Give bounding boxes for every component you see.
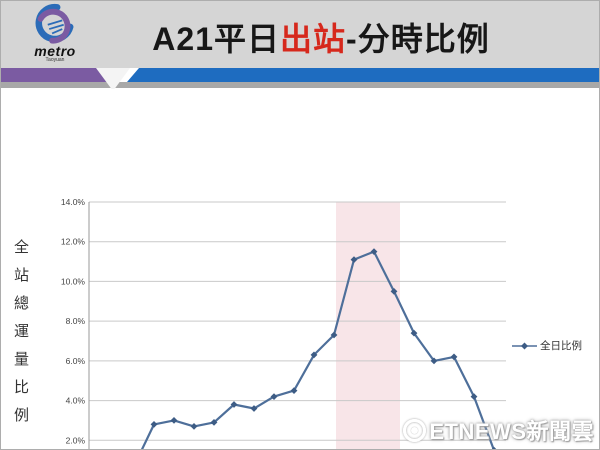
etnews-logo-icon <box>403 418 427 442</box>
legend-label: 全日比例 <box>540 340 582 352</box>
data-point <box>450 353 458 361</box>
chart-area: 全站總運量比例 0.0%2.0%4.0%6.0%8.0%10.0%12.0%14… <box>1 89 599 449</box>
highlight-band <box>336 202 400 449</box>
legend-marker-icon <box>512 342 537 349</box>
y-tick-label: 8.0% <box>66 316 86 326</box>
title-highlight: 出站 <box>280 21 347 57</box>
ribbon-purple-bar <box>1 68 123 82</box>
chart-plot: 0.0%2.0%4.0%6.0%8.0%10.0%12.0%14.0%05:00… <box>61 197 506 449</box>
y-tick-label: 6.0% <box>66 356 86 366</box>
y-axis-title: 全站總運量比例 <box>12 239 29 435</box>
metro-taoyuan-logo: metro Taoyuan <box>17 3 93 67</box>
y-tick-label: 12.0% <box>61 237 86 247</box>
chart-legend: 全日比例 <box>512 338 582 353</box>
data-point <box>310 351 318 359</box>
ribbon-blue-bar <box>127 68 599 82</box>
header: metro Taoyuan A21平日出站-分時比例 <box>1 1 599 68</box>
data-point <box>430 357 438 365</box>
metro-logo-icon <box>35 3 74 44</box>
data-point <box>390 288 398 295</box>
data-point <box>470 393 478 400</box>
watermark-text: ETNEWS新聞雲 <box>429 419 594 444</box>
data-point <box>170 417 178 424</box>
data-point <box>370 248 378 255</box>
data-point <box>330 331 338 339</box>
watermark: ETNEWS新聞雲 <box>403 414 594 446</box>
page-title: A21平日出站-分時比例 <box>1 14 599 60</box>
data-point <box>491 446 497 449</box>
y-tick-label: 2.0% <box>66 435 86 445</box>
data-point <box>270 393 278 400</box>
y-tick-label: 14.0% <box>61 197 86 207</box>
data-point <box>350 256 358 263</box>
data-point <box>290 387 298 394</box>
etnews-logo-dot <box>411 426 419 434</box>
data-point <box>210 419 218 426</box>
y-tick-label: 4.0% <box>66 396 86 406</box>
title-prefix: A21平日 <box>152 21 281 57</box>
ribbon-notch <box>96 68 130 91</box>
data-point <box>190 423 198 430</box>
data-point <box>410 329 418 337</box>
y-tick-label: 10.0% <box>61 276 86 286</box>
title-suffix: -分時比例 <box>346 21 490 57</box>
logo-sub-text: Taoyuan <box>45 57 65 63</box>
ribbon-shadow-strip <box>1 82 599 88</box>
data-point <box>150 421 158 428</box>
logo-brand-text: metro <box>34 43 76 59</box>
